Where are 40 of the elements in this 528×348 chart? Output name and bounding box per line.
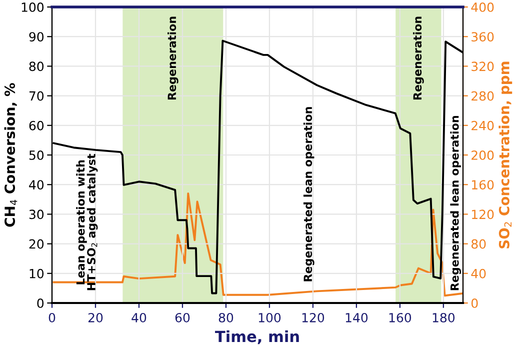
x-tick-label: 80 (218, 312, 234, 322)
annotation: Lean operation with HT+SO$_{2}$ aged catalyst (76, 154, 98, 290)
y2-axis-title: SO$_{2}$ Concentration, ppm (498, 62, 512, 248)
y-tick-label: 90 (29, 32, 44, 42)
y-axis-title: CH$_{4}$ Conversion, % (4, 83, 18, 227)
y-tick-label: 50 (29, 150, 44, 160)
band-label: Regeneration (413, 16, 424, 100)
y-tick-label: 10 (30, 268, 44, 278)
x-tick-label: 180 (432, 312, 455, 322)
x-tick-label: 20 (88, 312, 103, 322)
x-tick-label: 160 (389, 312, 412, 322)
y2-tick-label: 200 (472, 150, 494, 160)
x-tick-label: 120 (302, 312, 324, 322)
y-tick-label: 40 (29, 180, 44, 190)
y2-tick-label: 160 (472, 180, 494, 190)
y-tick-label: 70 (29, 91, 44, 101)
y-tick-label: 100 (22, 2, 44, 12)
y2-tick-label: 400 (471, 2, 494, 12)
x-axis-title: Time, min (215, 330, 299, 344)
x-tick-label: 140 (346, 312, 368, 322)
y2-tick-label: 360 (472, 32, 494, 42)
y-tick-label: 0 (37, 298, 44, 308)
y2-tick-label: 120 (472, 210, 494, 220)
annotation: Regenerated lean operation (303, 107, 314, 282)
x-tick-label: 60 (175, 312, 190, 322)
annotation: Regenerated lean operation (450, 116, 462, 290)
y2-tick-label: 280 (472, 91, 494, 101)
y-tick-label: 30 (29, 210, 44, 220)
y-tick-label: 60 (29, 120, 44, 130)
y2-tick-label: 40 (471, 268, 486, 278)
x-tick-label: 100 (258, 312, 281, 322)
x-tick-label: 0 (48, 312, 56, 322)
y2-tick-label: 0 (471, 298, 478, 308)
y2-tick-label: 320 (472, 62, 494, 72)
y-tick-label: 20 (29, 239, 44, 249)
x-tick-label: 40 (132, 312, 146, 322)
band-label: Regeneration (167, 16, 178, 100)
y2-tick-label: 240 (472, 120, 494, 130)
y2-tick-label: 80 (471, 239, 486, 249)
y-tick-label: 80 (29, 62, 44, 72)
